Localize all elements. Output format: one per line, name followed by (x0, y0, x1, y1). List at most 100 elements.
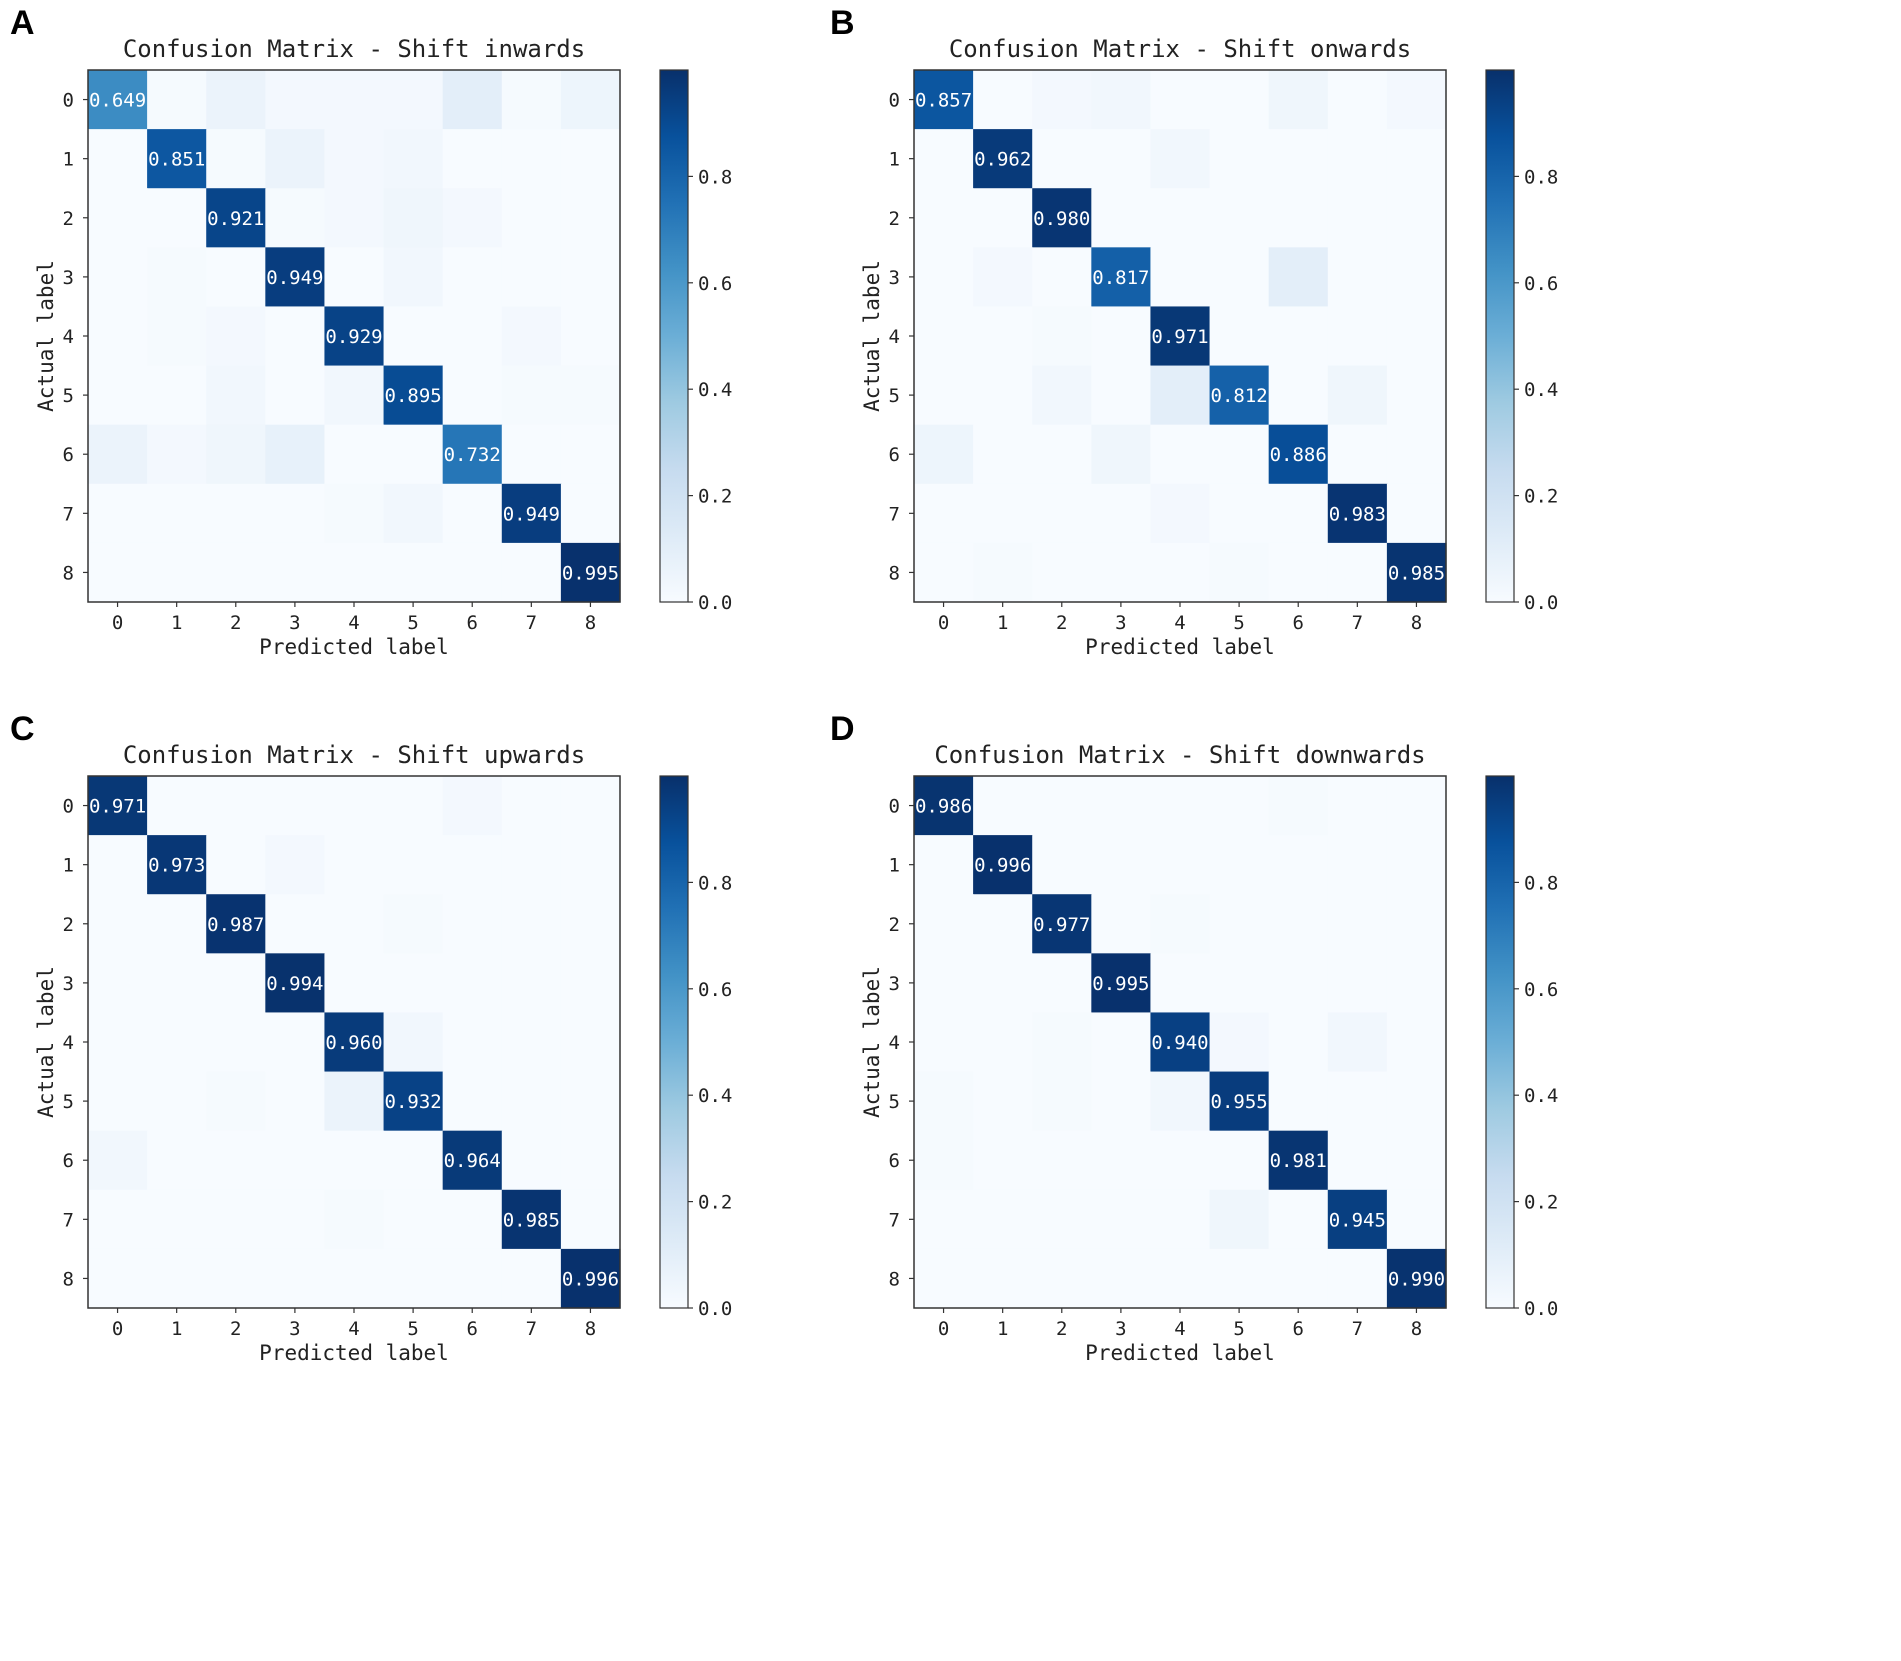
cell-value-label: 0.995 (562, 562, 619, 584)
heatmap-cell (560, 129, 621, 189)
heatmap-cell (1032, 1071, 1092, 1132)
cell-value-label: 0.977 (1033, 914, 1090, 936)
x-tick-label: 6 (1292, 1318, 1303, 1340)
heatmap-cell (265, 306, 326, 367)
heatmap-cell (1327, 894, 1388, 954)
x-tick-label: 3 (289, 612, 300, 634)
x-tick-label: 8 (585, 1318, 596, 1340)
heatmap-cell (383, 1248, 444, 1309)
heatmap-cell (501, 1248, 562, 1309)
heatmap-cell (1091, 1012, 1152, 1073)
heatmap-cell (442, 1248, 503, 1309)
heatmap-cell (265, 1071, 326, 1132)
heatmap-cell (206, 835, 266, 895)
heatmap-cell (88, 1189, 148, 1250)
y-tick-label: 4 (63, 1032, 74, 1054)
heatmap-cell (383, 70, 444, 130)
cell-value-label: 0.955 (1211, 1091, 1268, 1113)
heatmap-cell (1268, 1248, 1329, 1309)
x-tick-label: 8 (1411, 1318, 1422, 1340)
cell-value-label: 0.987 (207, 914, 264, 936)
heatmap-cell (501, 365, 562, 426)
heatmap-cell (324, 483, 385, 544)
panel-letter: D (830, 710, 855, 748)
x-tick-label: 5 (407, 1318, 418, 1340)
y-tick-label: 7 (889, 503, 900, 525)
heatmap-cell (560, 953, 621, 1014)
y-tick-label: 1 (889, 149, 900, 171)
heatmap-cell (442, 1012, 503, 1073)
colorbar (1485, 69, 1515, 603)
heatmap-cell (442, 129, 503, 189)
y-tick-label: 8 (889, 1268, 900, 1290)
cell-value-label: 0.945 (1329, 1209, 1386, 1231)
heatmap-cell (88, 247, 148, 308)
heatmap-cell (1386, 306, 1447, 367)
heatmap-cell (501, 483, 562, 544)
heatmap-cell (265, 247, 326, 308)
heatmap-cell (501, 188, 562, 248)
x-tick-label: 3 (289, 1318, 300, 1340)
heatmap-cell (914, 365, 974, 426)
heatmap-cell (1091, 247, 1152, 308)
heatmap-cell (914, 70, 974, 130)
heatmap-cell (324, 542, 385, 603)
heatmap-cell (501, 1189, 562, 1250)
heatmap-cell (973, 776, 1033, 836)
cell-value-label: 0.649 (89, 90, 146, 112)
heatmap-cell (914, 1130, 974, 1191)
heatmap-cell (1268, 835, 1329, 895)
x-tick-label: 5 (1233, 1318, 1244, 1340)
heatmap-cell (1386, 1248, 1447, 1309)
heatmap-cell (560, 1012, 621, 1073)
cell-value-label: 0.949 (266, 267, 323, 289)
heatmap-cell (442, 424, 503, 485)
heatmap-cell (560, 776, 621, 836)
cell-value-label: 0.973 (148, 855, 205, 877)
heatmap-cell (1150, 542, 1211, 603)
heatmap-cell (1386, 835, 1447, 895)
heatmap-cell (324, 424, 385, 485)
heatmap-cell (265, 129, 326, 189)
heatmap-cell (1032, 424, 1092, 485)
heatmap-cell (383, 776, 444, 836)
heatmap-cell (1209, 1130, 1270, 1191)
heatmap-cell (1268, 1189, 1329, 1250)
heatmap-cell (442, 542, 503, 603)
heatmap-cell (1268, 306, 1329, 367)
chart-title: Confusion Matrix - Shift onwards (949, 35, 1411, 63)
heatmap-cell (1150, 188, 1211, 248)
heatmap-cell (1268, 1130, 1329, 1191)
x-axis-label: Predicted label (259, 635, 449, 659)
heatmap-cell (1091, 835, 1152, 895)
heatmap-cell (383, 1071, 444, 1132)
heatmap-cell (1150, 776, 1211, 836)
heatmap-cell (1091, 1130, 1152, 1191)
panel-d: D Confusion Matrix - Shift downwards 0.986… (830, 710, 1558, 1365)
heatmap-cell (560, 1248, 621, 1309)
heatmap-cell (147, 835, 207, 895)
heatmap-cell (1150, 247, 1211, 308)
heatmap-cell (1091, 1071, 1152, 1132)
heatmap-cell (1386, 129, 1447, 189)
heatmap-cell (1268, 365, 1329, 426)
heatmap-cell (88, 953, 148, 1014)
heatmap-cell (1091, 483, 1152, 544)
heatmap-cell (442, 247, 503, 308)
heatmap-cell (324, 776, 385, 836)
heatmap-cell (560, 483, 621, 544)
heatmap-cell (88, 1071, 148, 1132)
heatmap-cell (1209, 188, 1270, 248)
heatmap-cell (1327, 1071, 1388, 1132)
y-tick-label: 6 (889, 1150, 900, 1172)
heatmap-cell (973, 129, 1033, 189)
x-tick-label: 2 (230, 1318, 241, 1340)
heatmap-cell (1386, 953, 1447, 1014)
colorbar-tick-label: 0.6 (698, 273, 732, 295)
panel-letter: A (10, 4, 35, 42)
heatmap-cell (1268, 894, 1329, 954)
colorbar-tick-label: 0.4 (698, 1085, 732, 1107)
colorbar (659, 69, 689, 603)
